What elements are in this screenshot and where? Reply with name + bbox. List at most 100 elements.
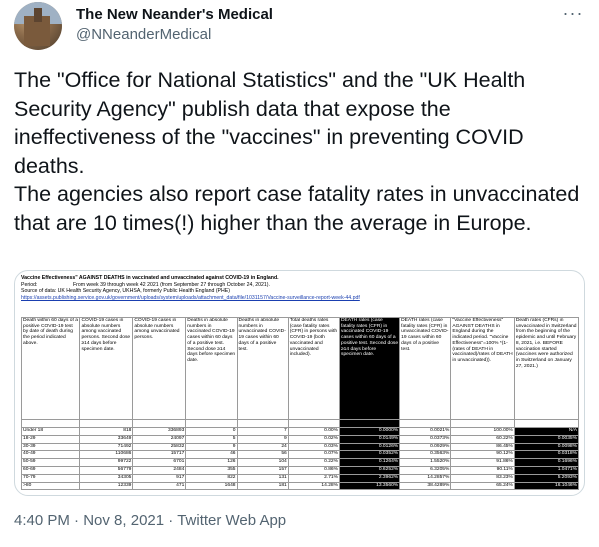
table-cell: 12339 [79,481,134,491]
table-cell: 25832 [132,442,187,452]
table-row: 60-69 56779 2484 355 157 0.86% 0.6252% 6.3205% 9… [20,465,580,475]
age-group-cell: 18-29 [20,434,81,444]
table-cell: 15717 [132,450,187,460]
tweet-source[interactable]: Twitter Web App [177,512,287,529]
table-row: 18-29 33649 24097 5 9 0.02% 0.0149% 0.0373% 60.2… [20,434,580,444]
age-group-cell: 40-49 [20,450,81,460]
tweet-paragraph-2: The agencies also report case fatality r… [14,182,580,235]
image-source-line: Source of data: UK Health Security Agenc… [21,288,230,295]
table-cell: 0.3563% [399,450,452,460]
table-cell: 100.00% [450,427,515,436]
table-cell: 91.86% [450,458,515,467]
image-source-link: https://assets.publishing.service.gov.uk… [21,294,360,301]
table-row: Under 18 818 336893 0 7 0.00% 0.0000% 0.0021% 10… [20,427,580,436]
table-cell: 2484 [132,465,187,475]
separator: · [168,512,174,529]
table-row: 40-49 110686 15717 46 56 0.07% 0.0352% 0.3563% 9… [20,450,580,460]
table-cell: 1648 [185,481,238,491]
table-cell: 16.1046% [513,481,580,491]
table-cell: 7 [236,427,289,436]
table-header-cell: Death within 60 days of a positive COVID… [20,317,81,420]
tweet-text: The "Office for National Statistics" and… [14,66,585,237]
table-cell: 99722 [79,458,134,467]
table-header-cell: Total deaths rates (case fatality rates … [287,317,341,420]
table-cell: 71492 [79,442,134,452]
table-cell: 86.45% [450,442,515,452]
tweet-footer: 4:40 PM · Nov 8, 2021 · Twitter Web App [14,512,286,529]
table-cell: 14.28% [287,481,341,491]
table-cell: 0.0126% [338,442,401,452]
tweet-date[interactable]: Nov 8, 2021 [83,512,165,529]
age-group-cell: 70-79 [20,473,81,483]
author-handle[interactable]: @NNeanderMedical [76,26,212,43]
table-cell: 104 [236,458,289,467]
table-cell: 90.12% [450,450,515,460]
table-row: >80 12339 471 1648 181 14.28% 13.3560% 38.4289%… [20,481,580,491]
age-group-cell: >80 [20,481,81,491]
table-cell: 336893 [132,427,187,436]
table-cell: 90.11% [450,465,515,475]
table-cell: 0.0098% [513,442,580,452]
table-cell: 34305 [79,473,134,483]
table-cell: 0.02% [287,434,341,444]
table-header-cell: COVID-19 cases in absolute numbers among… [79,317,134,420]
table-cell: 46 [185,450,238,460]
table-cell: 9 [236,434,289,444]
table-cell: 14.2857% [399,473,452,483]
image-period-value: From week 39 through week 42 2021 (from … [73,281,270,288]
table-cell: 0.22% [287,458,341,467]
table-cell: 0.0352% [338,450,401,460]
table-cell: 181 [236,481,289,491]
table-cell: 822 [185,473,238,483]
table-cell: 2.71% [287,473,341,483]
table-cell: 6.3205% [399,465,452,475]
image-period-label: Period: [21,281,38,288]
tweet-time[interactable]: 4:40 PM [14,512,70,529]
table-cell: 60.22% [450,434,515,444]
table-cell: 355 [185,465,238,475]
attached-image[interactable]: Vaccine Effectiveness" AGAINST DEATHS in… [14,270,585,496]
table-cell: 56779 [79,465,134,475]
age-group-cell: 50-59 [20,458,81,467]
table-cell: 5.2093% [513,473,580,483]
more-options-icon[interactable]: ··· [562,3,584,23]
table-cell: 0.00% [287,427,341,436]
table-cell: 1.0471% [513,465,580,475]
table-cell: 131 [236,473,289,483]
table-cell: 83.23% [450,473,515,483]
table-cell: 110686 [79,450,134,460]
table-cell: 6701 [132,458,187,467]
image-period-line: Period: From week 39 through week 42 2021… [21,282,579,289]
table-cell: 0.0035% [513,434,580,444]
table-cell: 38.4289% [399,481,452,491]
table-cell: 0.0318% [513,450,580,460]
table-cell: 33649 [79,434,134,444]
table-header-cell: COVID-19 cases in absolute numbers among… [132,317,187,420]
table-cell: 0.1264% [338,458,401,467]
table-row: 70-79 34305 917 822 131 2.71% 2.3962% 14.2857% 8… [20,473,580,483]
data-table: Death within 60 days of a positive COVID… [20,317,580,491]
table-cell: 0.07% [287,450,341,460]
table-cell: 0.0373% [399,434,452,444]
table-cell: 0.0149% [338,434,401,444]
table-header-row: Death within 60 days of a positive COVID… [20,317,580,420]
image-link-line: https://assets.publishing.service.gov.uk… [21,295,579,302]
table-cell: 0 [185,427,238,436]
table-header-cell: Deaths in absolute numbers in vaccinated… [185,317,238,420]
table-header-cell: Deaths in absolute numbers in unvaccinat… [236,317,289,420]
table-header-cell: DEATH rates (case fatality rates (CFR) i… [338,317,401,420]
avatar-photo-icon[interactable] [14,2,62,50]
image-title: Vaccine Effectiveness" AGAINST DEATHS in… [21,275,279,281]
table-cell: 65.24% [450,481,515,491]
author-display-name[interactable]: The New Neander's Medical [76,6,273,23]
tweet-header: The New Neander's Medical @NNeanderMedic… [14,0,585,60]
table-cell: 5 [185,434,238,444]
table-cell: 56 [236,450,289,460]
table-cell: 13.3560% [338,481,401,491]
table-cell: 24 [236,442,289,452]
table-cell: 0.1696% [513,458,580,467]
table-body: Under 18 818 336893 0 7 0.00% 0.0000% 0.0021% 10… [20,419,580,491]
table-cell: 157 [236,465,289,475]
table-spacer-row [20,419,580,428]
table-cell: 917 [132,473,187,483]
